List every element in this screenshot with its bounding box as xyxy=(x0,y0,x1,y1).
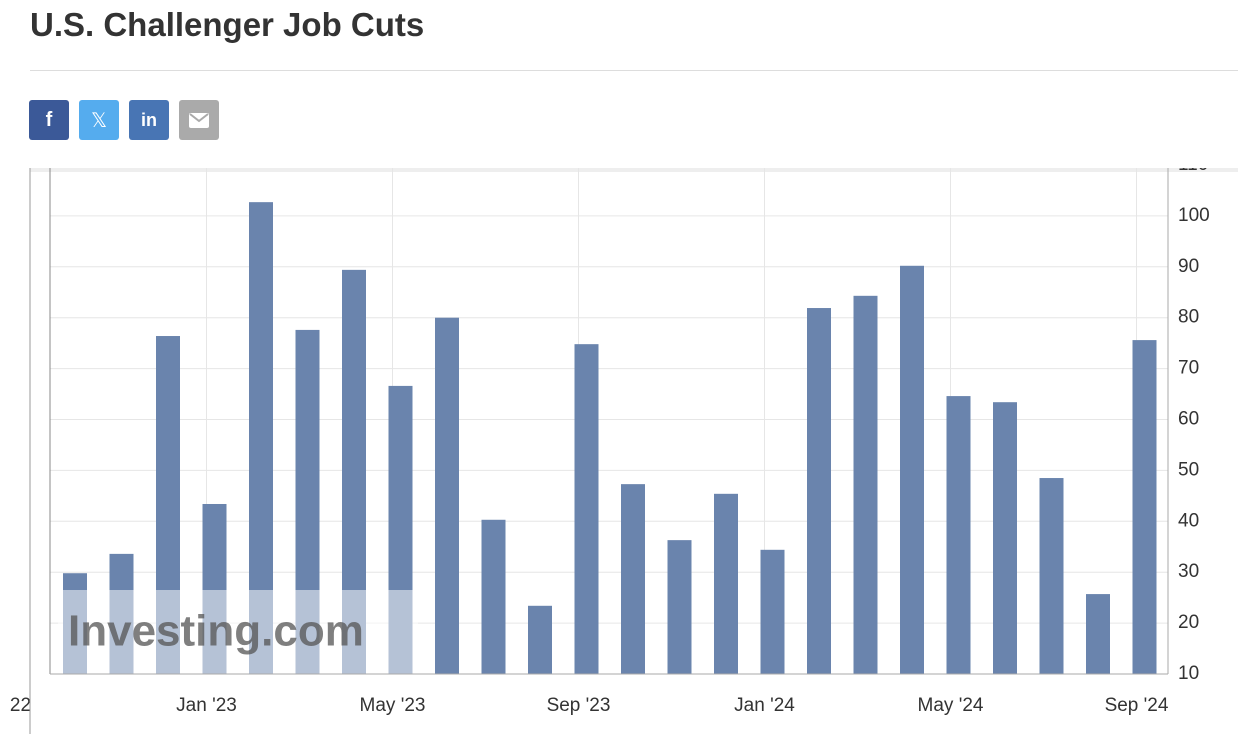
y-tick-label: 80 xyxy=(1178,307,1199,328)
bar xyxy=(993,402,1017,674)
bar xyxy=(760,549,785,674)
x-tick-label: Jan '23 xyxy=(176,695,237,716)
bar xyxy=(621,484,645,674)
divider xyxy=(30,70,1238,71)
bar xyxy=(1132,340,1157,674)
y-tick-label: 30 xyxy=(1178,561,1199,582)
y-tick-label: 100 xyxy=(1178,205,1210,226)
facebook-button[interactable]: f xyxy=(29,100,69,140)
email-button[interactable] xyxy=(179,100,219,140)
bar xyxy=(435,317,459,674)
bar xyxy=(946,396,971,674)
bar xyxy=(667,540,692,674)
x-tick-label: 22 xyxy=(10,695,31,716)
x-tick-label: Jan '24 xyxy=(734,695,795,716)
page-title: U.S. Challenger Job Cuts xyxy=(30,6,425,43)
envelope-icon xyxy=(189,112,209,128)
bar xyxy=(1039,478,1064,674)
bar xyxy=(528,605,552,674)
bar xyxy=(714,493,738,674)
bar xyxy=(900,265,924,674)
x-tick-label: Sep '24 xyxy=(1105,695,1169,716)
y-tick-label: 70 xyxy=(1178,358,1199,379)
watermark: Investing.com xyxy=(68,607,364,656)
x-tick-label: May '23 xyxy=(360,695,426,716)
x-button[interactable]: 𝕏 xyxy=(79,100,119,140)
y-tick-label: 50 xyxy=(1178,459,1199,480)
shadow xyxy=(30,168,1238,172)
bar xyxy=(807,308,831,674)
y-tick-label: 20 xyxy=(1178,612,1199,633)
linkedin-button[interactable]: in xyxy=(129,100,169,140)
bar xyxy=(574,344,599,674)
bar xyxy=(1086,594,1110,674)
x-tick-label: Sep '23 xyxy=(547,695,611,716)
bar xyxy=(853,295,878,674)
y-tick-label: 60 xyxy=(1178,409,1199,430)
y-tick-label: 90 xyxy=(1178,256,1199,277)
y-tick-label: 10 xyxy=(1178,663,1199,684)
chart: 10 20 30 40 50 60 70 80 90 100 110 22 Jan '23 May '23… xyxy=(10,168,1238,734)
y-tick-label: 40 xyxy=(1178,510,1199,531)
x-tick-label: May '24 xyxy=(918,695,984,716)
bar xyxy=(481,519,506,674)
watermark-fade xyxy=(58,590,418,674)
y-tick-label: 110 xyxy=(1178,168,1208,175)
